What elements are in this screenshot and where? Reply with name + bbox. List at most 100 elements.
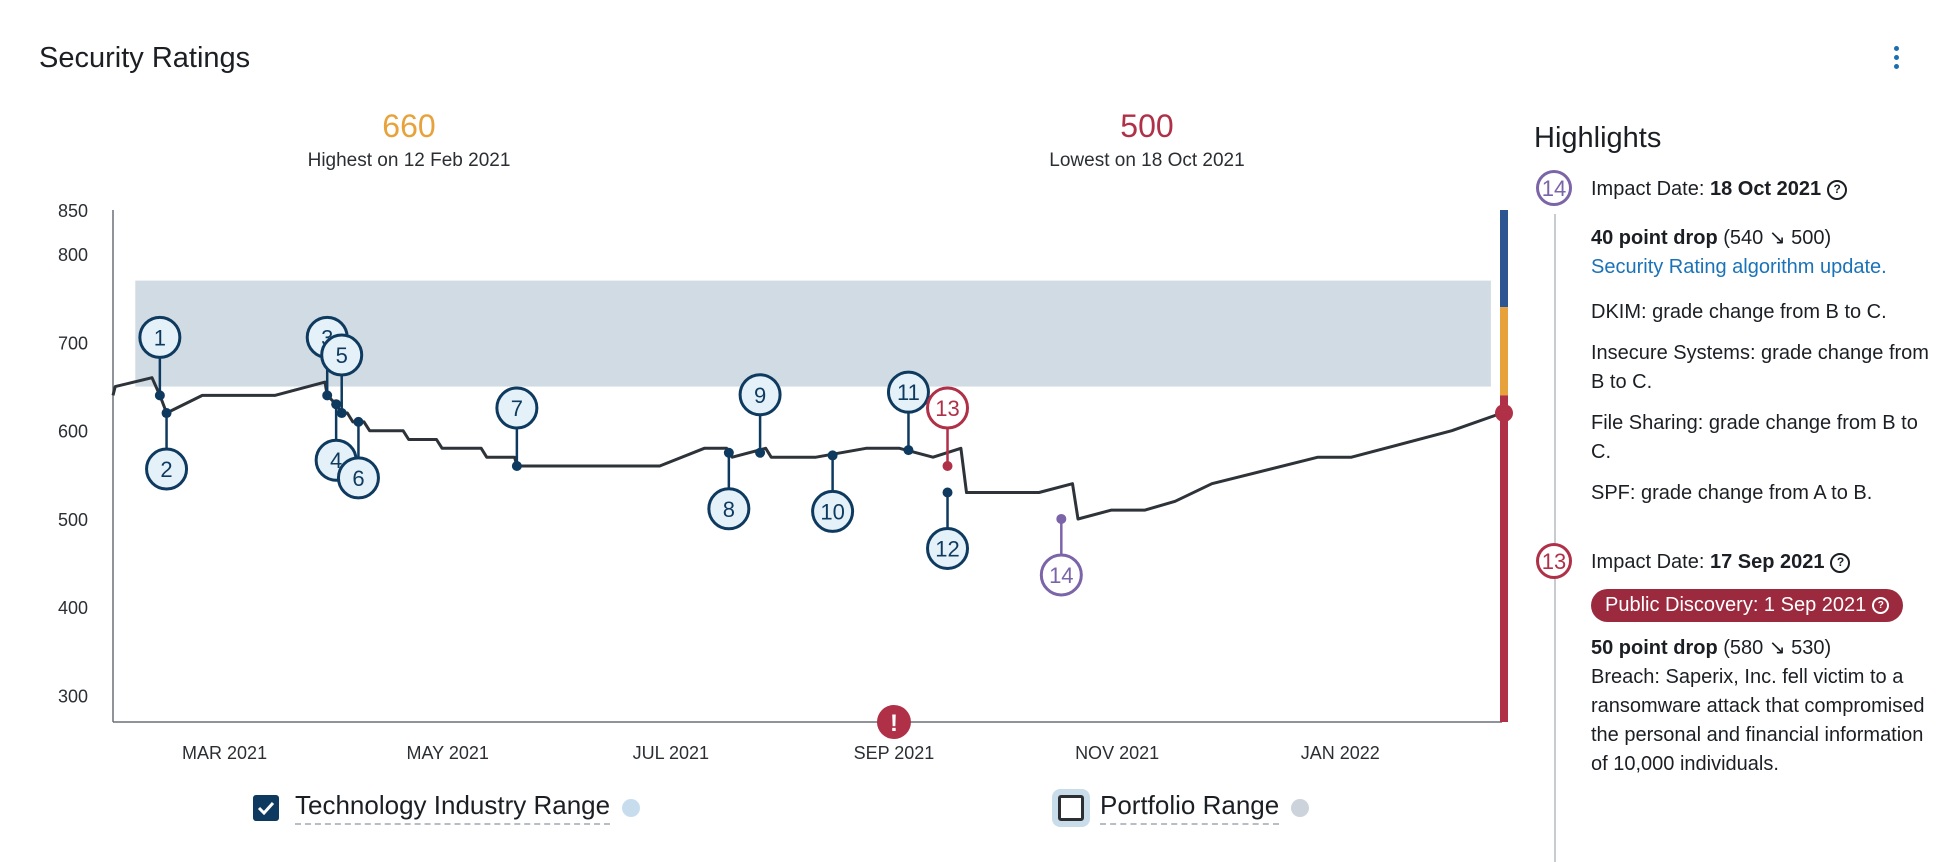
event-8-label: 8: [723, 497, 735, 522]
event-1-point: [154, 390, 165, 401]
drop-title: 50 point drop: [1591, 637, 1718, 659]
event-9-marker: [738, 373, 782, 417]
highlight-item: 13 Impact Date: 17 Sep 2021? Public Disc…: [1534, 543, 1939, 779]
grade-change: File Sharing: grade change from B to C.: [1591, 412, 1918, 463]
event-11-label: 11: [897, 380, 920, 405]
grade-change: SPF: grade change from A to B.: [1591, 482, 1873, 504]
highest-value: 660: [382, 108, 436, 144]
event-6-marker: [336, 456, 380, 500]
help-icon[interactable]: ?: [1872, 597, 1890, 615]
impact-label: Impact Date:: [1591, 178, 1705, 200]
event-1-marker: [138, 315, 182, 359]
impact-label: Impact Date:: [1591, 551, 1705, 573]
rating-scale-segment: [1500, 210, 1508, 308]
event-2-marker: [145, 447, 189, 491]
event-12-point: [942, 487, 953, 498]
event-badge[interactable]: 13: [1536, 543, 1572, 579]
arrow-down-right-icon: ↘: [1768, 227, 1786, 249]
x-tick-label: NOV 2021: [1075, 743, 1159, 763]
industry-range-swatch: [622, 798, 641, 817]
industry-range-label[interactable]: Technology Industry Range: [295, 790, 611, 825]
event-14-label: 14: [1049, 563, 1073, 588]
event-2-point: [161, 408, 172, 419]
event-5-marker: [320, 333, 364, 377]
y-tick-label: 500: [58, 510, 88, 530]
y-tick-label: 800: [58, 245, 88, 265]
drop-from: 580: [1729, 637, 1764, 659]
current-rating-dot: [1495, 404, 1513, 423]
more-options-icon[interactable]: [1886, 46, 1906, 76]
alert-icon: !: [890, 710, 898, 737]
legend-portfolio[interactable]: Portfolio Range: [1058, 790, 1310, 825]
drop-from: 540: [1729, 227, 1764, 249]
x-tick-label: JUL 2021: [633, 743, 709, 763]
breach-description: Breach: Saperix, Inc. fell victim to a r…: [1591, 666, 1925, 775]
highest-label: Highest on 12 Feb 2021: [307, 150, 511, 171]
impact-date: 18 Oct 2021: [1709, 178, 1822, 200]
event-6-point: [353, 416, 364, 427]
industry-range-band: [135, 280, 1491, 387]
public-discovery-badge[interactable]: Public Discovery: 1 Sep 2021?: [1591, 589, 1904, 622]
drop-title: 40 point drop: [1591, 227, 1718, 249]
y-tick-label: 400: [58, 598, 88, 618]
event-14-point: [1056, 513, 1067, 524]
event-13-point: [942, 461, 953, 471]
industry-range-checkbox[interactable]: [253, 794, 279, 821]
event-13-label: 13: [935, 396, 959, 421]
event-10-marker: [811, 489, 855, 533]
lowest-value: 500: [1120, 108, 1174, 144]
event-badge[interactable]: 14: [1536, 170, 1572, 206]
event-14-marker: [1039, 553, 1083, 597]
arrow-down-right-icon: ↘: [1768, 637, 1786, 659]
event-1-label: 1: [154, 325, 166, 350]
event-5-label: 5: [336, 343, 348, 368]
help-icon[interactable]: ?: [1830, 552, 1851, 573]
event-9-point: [755, 447, 766, 458]
impact-date: 17 Sep 2021: [1709, 551, 1825, 573]
portfolio-range-swatch: [1291, 798, 1310, 817]
rating-scale-segment: [1500, 395, 1508, 722]
event-3-point: [322, 390, 333, 401]
event-11-marker: [886, 370, 930, 414]
y-tick-label: 850: [58, 201, 88, 221]
event-9-label: 9: [754, 383, 766, 408]
legend-industry[interactable]: Technology Industry Range: [253, 790, 641, 825]
y-tick-label: 300: [58, 687, 88, 707]
y-tick-label: 600: [58, 422, 88, 442]
event-11-point: [903, 445, 914, 456]
event-7-label: 7: [511, 396, 523, 421]
portfolio-range-label[interactable]: Portfolio Range: [1100, 790, 1280, 825]
lowest-rating: 500 Lowest on 18 Oct 2021: [947, 108, 1347, 172]
algorithm-update-link[interactable]: Security Rating algorithm update.: [1591, 256, 1887, 278]
highlights-timeline: [1554, 214, 1556, 862]
event-10-label: 10: [820, 499, 844, 524]
alert-marker: [876, 705, 911, 739]
drop-to: 530: [1791, 637, 1825, 659]
highlights-panel: Highlights 14 Impact Date: 18 Oct 2021? …: [1534, 122, 1939, 862]
event-7-marker: [495, 386, 539, 430]
event-7-point: [511, 461, 522, 471]
x-tick-label: JAN 2022: [1301, 743, 1380, 763]
highlights-title: Highlights: [1534, 122, 1662, 154]
event-2-label: 2: [160, 457, 172, 482]
portfolio-range-checkbox[interactable]: [1058, 794, 1084, 821]
y-tick-label: 700: [58, 333, 88, 353]
help-icon[interactable]: ?: [1827, 179, 1848, 200]
security-rating-chart: 300 400 500 600 700 800 850 MAR 2021 MAY 2021 JUL…: [58, 201, 1513, 763]
event-8-point: [723, 447, 734, 458]
lowest-label: Lowest on 18 Oct 2021: [1049, 150, 1245, 171]
check-icon: [257, 801, 275, 815]
event-4-label: 4: [330, 448, 342, 473]
event-4-point: [331, 399, 342, 410]
event-12-marker: [926, 526, 970, 570]
grade-change: DKIM: grade change from B to C.: [1591, 301, 1887, 323]
event-6-label: 6: [352, 466, 364, 491]
drop-to: 500: [1791, 227, 1825, 249]
rating-scale-segment: [1500, 307, 1508, 396]
x-tick-label: MAR 2021: [182, 743, 267, 763]
event-8-marker: [707, 487, 751, 531]
highlight-item: 14 Impact Date: 18 Oct 2021? 40 point dr…: [1534, 170, 1939, 508]
x-tick-label: MAY 2021: [407, 743, 489, 763]
event-10-point: [827, 450, 838, 461]
x-tick-label: SEP 2021: [854, 743, 935, 763]
